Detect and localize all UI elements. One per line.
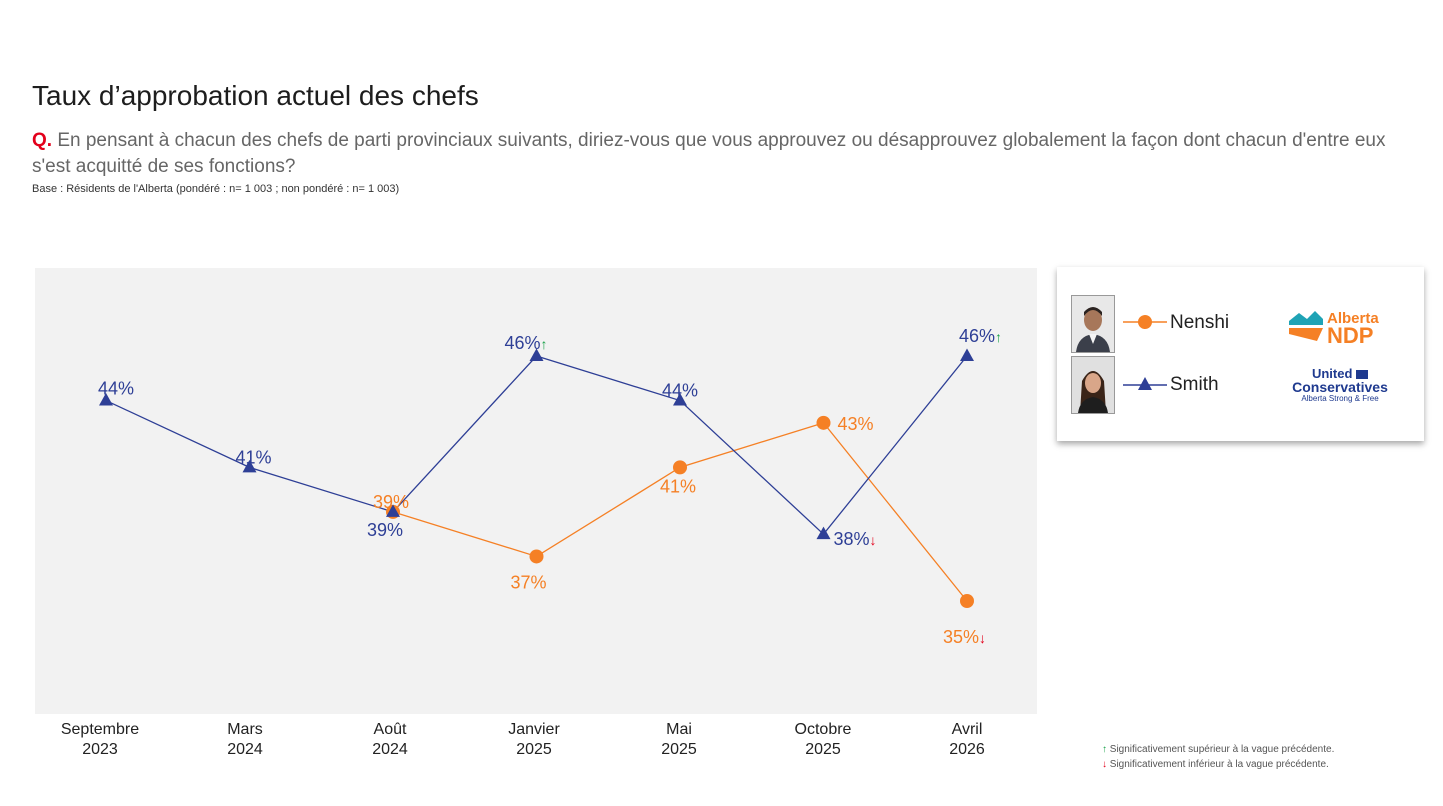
ndp-logo-line1: Alberta (1327, 310, 1379, 327)
point-smith (816, 526, 831, 540)
x-tick-label: Octobre (795, 721, 852, 738)
x-tick-year: 2025 (805, 741, 841, 758)
x-tick-year: 2026 (949, 741, 985, 758)
x-tick-label: Septembre (61, 721, 139, 738)
x-tick-year: 2024 (227, 741, 263, 758)
x-tick-year: 2023 (82, 741, 118, 758)
point-smith (529, 348, 544, 361)
smith-photo (1071, 356, 1115, 414)
point-smith (99, 393, 113, 406)
ucp-logo-line1: United (1285, 367, 1395, 380)
series-markers (99, 348, 974, 608)
significance-note-up: ↑ Significativement supérieur à la vague… (1102, 744, 1335, 755)
ndp-logo-line2: NDP (1327, 323, 1373, 347)
united-conservatives-logo: United Conservatives Alberta Strong & Fr… (1285, 367, 1395, 407)
legend-label-smith: Smith (1170, 374, 1219, 395)
data-label-smith: 39% (367, 520, 403, 540)
significance-down-icon: ↓ (870, 532, 877, 548)
x-tick-label: Avril (952, 721, 983, 738)
point-nenshi (673, 460, 687, 475)
x-axis-ticks: Septembre 2023 Mars 2024 Août 2024 Janvier 2025… (61, 721, 985, 758)
data-label-nenshi: 39% (373, 492, 409, 512)
point-nenshi (816, 415, 831, 430)
point-smith (960, 348, 974, 361)
question-marker: Q. (32, 130, 53, 151)
significance-up-icon: ↑ (541, 336, 548, 352)
page-title: Taux d’approbation actuel des chefs (32, 80, 479, 111)
data-labels: 39% 37% 41% 43% 35%↓ 44% 41% 39% 46%↑ 44% 38%↓ 46%↑ (98, 326, 1002, 647)
data-label-nenshi: 35%↓ (943, 627, 986, 647)
question-body: En pensant à chacun des chefs de parti p… (32, 130, 1386, 177)
ucp-logo-line3: Alberta Strong & Free (1301, 394, 1379, 403)
legend-box: Nenshi Smith Alberta NDP United Conserva… (1057, 267, 1424, 441)
data-label-nenshi: 37% (511, 572, 547, 592)
base-note: Base : Résidents de l'Alberta (pondéré :… (32, 183, 400, 195)
arrow-down-icon: ↓ (1102, 759, 1107, 770)
x-tick-year: 2024 (372, 741, 408, 758)
point-smith (242, 459, 257, 473)
significance-up-icon: ↑ (995, 329, 1002, 345)
plot-area (35, 268, 1037, 714)
question-text: Q. En pensant à chacun des chefs de part… (32, 128, 1392, 180)
point-smith (673, 393, 687, 406)
x-tick-label: Mai (666, 721, 692, 738)
x-tick-year: 2025 (661, 741, 697, 758)
legend-label-nenshi: Nenshi (1170, 312, 1230, 333)
x-tick-label: Mars (227, 721, 263, 738)
nenshi-legend-key (1123, 315, 1167, 329)
data-label-smith: 44% (662, 381, 698, 401)
data-label-smith: 44% (98, 379, 134, 399)
data-label-nenshi: 43% (838, 414, 874, 434)
arrow-up-icon: ↑ (1102, 744, 1107, 755)
x-tick-label: Août (374, 721, 407, 738)
data-label-smith: 46%↑ (959, 326, 1002, 346)
point-smith (386, 504, 400, 517)
data-label-smith: 46%↑ (505, 333, 548, 353)
significance-note-down: ↓ Significativement inférieur à la vague… (1102, 759, 1329, 770)
point-nenshi (529, 549, 544, 564)
x-tick-label: Janvier (508, 721, 560, 738)
smith-legend-key (1123, 377, 1167, 390)
data-label-nenshi: 41% (660, 476, 696, 496)
alberta-ndp-logo: Alberta NDP (1287, 307, 1397, 348)
significance-down-icon: ↓ (979, 630, 986, 646)
x-tick-year: 2025 (516, 741, 552, 758)
data-label-smith: 38%↓ (834, 529, 877, 549)
data-label-smith: 41% (236, 447, 272, 467)
ucp-logo-line2: Conservatives (1292, 379, 1388, 395)
point-nenshi (960, 594, 974, 608)
nenshi-photo (1071, 295, 1115, 353)
